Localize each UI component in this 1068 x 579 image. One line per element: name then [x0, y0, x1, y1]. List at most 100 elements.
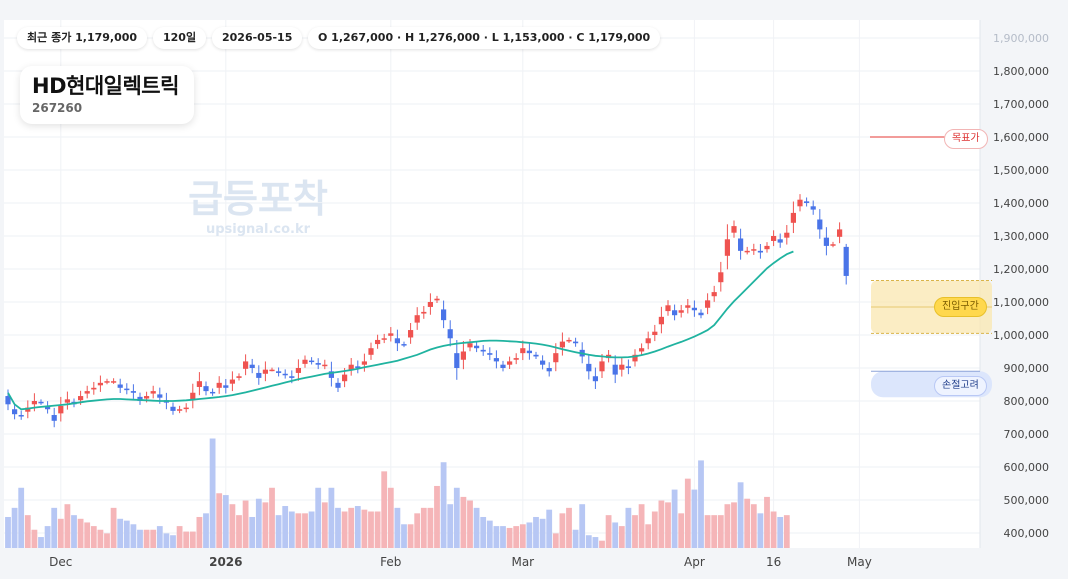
- candle-body: [586, 363, 592, 372]
- candle: [487, 347, 493, 361]
- candle: [441, 300, 447, 329]
- volume-bar: [401, 524, 407, 548]
- candle-body: [599, 361, 605, 372]
- volume-bar: [242, 500, 249, 548]
- candle-body: [355, 366, 361, 368]
- ma20-line: [7, 250, 794, 411]
- candle-body: [658, 316, 664, 325]
- y-tick-label: 1,900,000: [993, 32, 1049, 45]
- candle-body: [757, 250, 763, 253]
- candle-body: [619, 364, 625, 370]
- x-tick-label: May: [847, 555, 872, 569]
- candle-body: [388, 333, 394, 336]
- volume-bar: [170, 535, 176, 548]
- volume-bar: [737, 482, 744, 548]
- volume-bar: [64, 504, 71, 548]
- candle-body: [64, 399, 70, 403]
- candle-body: [18, 415, 24, 417]
- volume-bar: [605, 515, 612, 548]
- volume-bar: [546, 509, 553, 548]
- candle-body: [751, 249, 757, 251]
- candle: [586, 354, 592, 380]
- volume-bar: [671, 489, 678, 548]
- candle-body: [31, 401, 37, 405]
- candle: [236, 373, 242, 381]
- period-pill[interactable]: 120일: [153, 27, 207, 49]
- candle: [533, 351, 539, 360]
- volume-bar: [282, 506, 289, 548]
- candle-body: [553, 353, 559, 363]
- candle-body: [276, 371, 282, 373]
- candle-body: [190, 392, 196, 401]
- candle-body: [124, 388, 130, 391]
- candle: [645, 331, 651, 350]
- volume-bar: [447, 504, 454, 548]
- candle: [573, 337, 579, 347]
- candle-body: [784, 232, 790, 238]
- candle: [777, 233, 783, 248]
- candle: [97, 375, 103, 392]
- candle: [322, 359, 328, 370]
- candle-body: [771, 236, 777, 241]
- x-tick-label: Apr: [684, 555, 705, 569]
- volume-bar: [757, 513, 764, 548]
- volume-bar: [750, 504, 757, 548]
- volume-bar: [651, 511, 658, 548]
- candle: [810, 200, 816, 215]
- volume-bar: [711, 515, 718, 548]
- volume-bar: [783, 515, 790, 548]
- x-tick-label: Mar: [511, 555, 534, 569]
- candle: [658, 306, 664, 334]
- candle: [276, 367, 282, 377]
- volume-bar: [328, 487, 335, 548]
- candle-body: [262, 369, 268, 374]
- candle: [117, 378, 123, 393]
- candle: [724, 224, 730, 270]
- candle: [599, 353, 605, 378]
- candle-body: [236, 376, 242, 378]
- candle-body: [210, 391, 216, 394]
- candle-body: [302, 359, 308, 364]
- volume-bar: [209, 438, 216, 548]
- candle-body: [731, 226, 737, 233]
- volume-bar: [137, 529, 143, 548]
- volume-bar: [97, 529, 104, 548]
- volume-bar: [506, 527, 513, 548]
- volume-bar: [288, 511, 295, 548]
- candle: [665, 300, 671, 316]
- candle: [381, 333, 387, 344]
- candle: [467, 339, 473, 352]
- candle-body: [309, 360, 315, 363]
- candle-body: [639, 348, 645, 352]
- volume-bar: [189, 531, 196, 548]
- candle: [91, 381, 97, 395]
- stop-loss-tag: 손절고려: [934, 376, 987, 396]
- candle: [335, 378, 341, 393]
- candle: [262, 361, 268, 382]
- candle: [84, 385, 90, 399]
- candle: [137, 392, 143, 405]
- candle-body: [12, 409, 18, 415]
- candle-body: [612, 364, 618, 375]
- candle-body: [375, 339, 381, 345]
- watermark-title: 급등포착: [188, 177, 328, 221]
- candle-body: [414, 315, 420, 323]
- candle: [58, 396, 64, 422]
- stock-code: 267260: [32, 101, 83, 115]
- volume-bar: [374, 511, 381, 548]
- candle: [368, 342, 374, 360]
- candle-body: [645, 338, 651, 344]
- candle-body: [130, 391, 136, 393]
- candle-body: [625, 366, 631, 368]
- volume-bar: [249, 516, 256, 548]
- volume-bar: [302, 513, 308, 548]
- candle: [18, 410, 24, 420]
- volume-bar: [526, 522, 533, 548]
- candle-body: [724, 239, 730, 256]
- candle-body: [5, 396, 11, 405]
- volume-bar: [592, 537, 599, 548]
- volume-bar: [71, 515, 77, 548]
- y-tick-label: 600,000: [1004, 461, 1050, 474]
- candle-body: [777, 239, 783, 243]
- candle-body: [144, 396, 150, 399]
